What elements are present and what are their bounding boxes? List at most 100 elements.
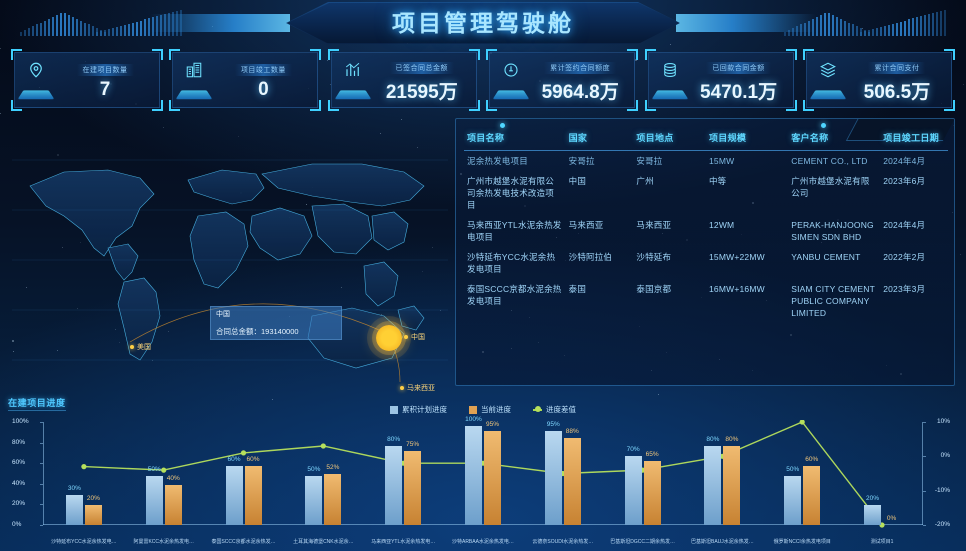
bar-current[interactable]: 60% xyxy=(244,456,262,525)
bar-group[interactable]: 30% 20% xyxy=(65,426,102,525)
card-corner-icon xyxy=(310,49,322,60)
bar-value-label: 60% xyxy=(227,455,241,463)
kpi-card-5[interactable]: 已回款合同金额 5470.1万 xyxy=(644,49,797,111)
kpi-card-1[interactable]: 在建项目数量 7 xyxy=(11,49,163,111)
bar-plan[interactable]: 20% xyxy=(864,495,882,525)
table-col-header-1: 项目名称 xyxy=(464,127,566,151)
bar-current[interactable]: 60% xyxy=(803,456,821,525)
bar-group[interactable]: 70% 65% xyxy=(624,426,661,525)
kpi-card-3[interactable]: 已签合同总金额 21595万 xyxy=(327,49,480,111)
bar-group[interactable]: 60% 60% xyxy=(225,426,262,525)
table-cell: 15MW xyxy=(708,156,735,166)
y-tick-left: 40% xyxy=(12,479,26,487)
bar-value-label: 0% xyxy=(886,515,897,522)
card-corner-icon xyxy=(486,100,498,111)
bar-value-label: 80% xyxy=(387,435,401,443)
bar-current[interactable]: 95% xyxy=(483,421,501,525)
table-cell: 沙特延布YCC水泥余热发电项目 xyxy=(467,252,556,274)
legend-label-plan: 累积计划进度 xyxy=(402,405,447,414)
axis-line-right xyxy=(922,422,923,525)
kpi-text: 累计合同支付 506.5万 xyxy=(849,57,951,104)
bar-plan[interactable]: 50% xyxy=(305,466,323,525)
map-marker-usa[interactable]: 美国 xyxy=(130,342,151,352)
header-bars-left-outer xyxy=(20,10,106,36)
kpi-card-6[interactable]: 累计合同支付 506.5万 xyxy=(802,49,955,111)
legend-item-diff[interactable]: 进度差值 xyxy=(533,404,576,415)
world-map-panel[interactable]: 美国 中国 马来西亚 中国 合同总金额：193140000 xyxy=(12,120,448,392)
map-tooltip-country: 中国 xyxy=(216,311,230,318)
card-corner-icon xyxy=(468,49,480,60)
y-tick-mark-left xyxy=(40,442,43,444)
card-corner-icon xyxy=(644,100,656,111)
card-corner-icon xyxy=(169,49,181,60)
map-marker-china[interactable]: 中国 xyxy=(404,332,425,342)
table-row[interactable]: 泥余热发电项目 安哥拉 安哥拉 15MW CEMENT CO., LTD 2024年4月 xyxy=(464,151,948,172)
bar-current[interactable]: 88% xyxy=(563,428,581,525)
bar-current[interactable]: 65% xyxy=(643,451,661,525)
x-axis-label: 云德奈SOUDI水泥余热发… xyxy=(532,539,594,545)
bar-plan[interactable]: 70% xyxy=(624,446,642,525)
table-cell: 泰国京都 xyxy=(636,284,672,294)
y-tick-mark-right xyxy=(923,525,926,526)
kpi-value: 5470.1万 xyxy=(700,81,778,103)
bar-plan[interactable]: 50% xyxy=(784,466,802,525)
card-corner-icon xyxy=(468,100,480,111)
bar-current[interactable]: 40% xyxy=(164,475,182,525)
y-tick-right: 10% xyxy=(936,418,950,425)
legend-swatch-plan-icon xyxy=(390,405,398,414)
bar-current[interactable]: 52% xyxy=(324,464,342,525)
y-tick-left: 100% xyxy=(12,418,29,425)
bar-group[interactable]: 80% 75% xyxy=(385,426,422,525)
card-corner-icon xyxy=(785,49,797,60)
table-row[interactable]: 泰国SCCC京都水泥余热发电项目 泰国 泰国京都 16MW+16MW SIAM CITY… xyxy=(464,279,948,323)
chart-legend[interactable]: 累积计划进度 当前进度 进度差值 xyxy=(0,404,966,415)
card-corner-icon xyxy=(943,100,955,111)
page-title: 项目管理驾驶舱 xyxy=(392,10,574,36)
legend-item-current[interactable]: 当前进度 xyxy=(469,404,511,415)
kpi-card-2[interactable]: 项目竣工数量 0 xyxy=(169,49,322,111)
table-cell: 泥余热发电项目 xyxy=(467,156,528,166)
legend-item-plan[interactable]: 累积计划进度 xyxy=(390,404,447,415)
y-tick-mark-left xyxy=(40,422,43,423)
bar-plan[interactable]: 100% xyxy=(464,416,482,525)
project-table-panel[interactable]: 项目名称 国家 项目地点 项目规模 客户名称 项目竣工日期 泥余热发电项目 安哥拉 安哥拉 15… xyxy=(455,118,955,386)
project-table: 项目名称 国家 项目地点 项目规模 客户名称 项目竣工日期 泥余热发电项目 安哥拉 安哥拉 15… xyxy=(464,127,948,323)
kpi-text: 项目竣工数量 0 xyxy=(215,59,317,101)
table-row[interactable]: 沙特延布YCC水泥余热发电项目 沙特阿拉伯 沙特延布 15MW+22MW YANBU C… xyxy=(464,247,948,279)
card-corner-icon xyxy=(11,100,22,111)
bar-plan[interactable]: 95% xyxy=(544,421,562,525)
card-corner-icon xyxy=(802,100,814,111)
card-corner-icon xyxy=(627,49,639,60)
bar-plan[interactable]: 50% xyxy=(145,466,163,525)
bar-group[interactable]: 100% 95% xyxy=(464,416,501,525)
bar-plan[interactable]: 80% xyxy=(704,436,722,525)
kpi-card-4[interactable]: 累计签约合同额度 5964.8万 xyxy=(486,49,639,111)
bar-current[interactable]: 20% xyxy=(84,495,102,525)
kpi-label: 累计合同支付 xyxy=(868,61,926,74)
bar-group[interactable]: 95% 88% xyxy=(544,421,581,525)
table-cell: PERAK-HANJOONG SIMEN SDN BHD xyxy=(791,220,874,242)
bar-plan[interactable]: 60% xyxy=(225,456,243,525)
bar-plan[interactable]: 30% xyxy=(65,485,83,525)
bar-group[interactable]: 80% 80% xyxy=(704,426,741,525)
map-hotspot-china[interactable] xyxy=(376,325,402,351)
table-row[interactable]: 马来西亚YTL水泥余热发电项目 马来西亚 马来西亚 12WM PERAK-HANJOON… xyxy=(464,215,948,247)
kpi-value: 7 xyxy=(99,79,111,100)
y-tick-mark-left xyxy=(40,483,43,485)
bar-group[interactable]: 50% 60% xyxy=(784,426,821,525)
bar-group[interactable]: 20% 0% xyxy=(864,426,900,525)
bar-plan[interactable]: 80% xyxy=(385,436,403,525)
bar-group[interactable]: 50% 40% xyxy=(145,426,182,525)
table-cell: SIAM CITY CEMENT PUBLIC COMPANY LIMITED xyxy=(791,284,875,318)
project-table-scroll[interactable]: 项目名称 国家 项目地点 项目规模 客户名称 项目竣工日期 泥余热发电项目 安哥拉 安哥拉 15… xyxy=(464,127,948,379)
bar-value-label: 65% xyxy=(645,450,659,458)
table-row[interactable]: 广州市越堡水泥有限公司余热发电技术改造项目 中国 广州 中等 广州市越堡水泥有限公司 20… xyxy=(464,171,948,215)
project-table-head: 项目名称 国家 项目地点 项目规模 客户名称 项目竣工日期 xyxy=(464,127,948,151)
bar-current[interactable]: 80% xyxy=(723,436,741,525)
bar-current[interactable]: 75% xyxy=(404,441,422,525)
map-tooltip-metric-label: 合同总金额： xyxy=(216,327,261,336)
bar-group[interactable]: 50% 52% xyxy=(305,426,342,525)
bar-value-label: 20% xyxy=(866,495,880,503)
table-cell: YANBU CEMENT xyxy=(791,252,861,262)
map-marker-malaysia[interactable]: 马来西亚 xyxy=(400,383,435,393)
